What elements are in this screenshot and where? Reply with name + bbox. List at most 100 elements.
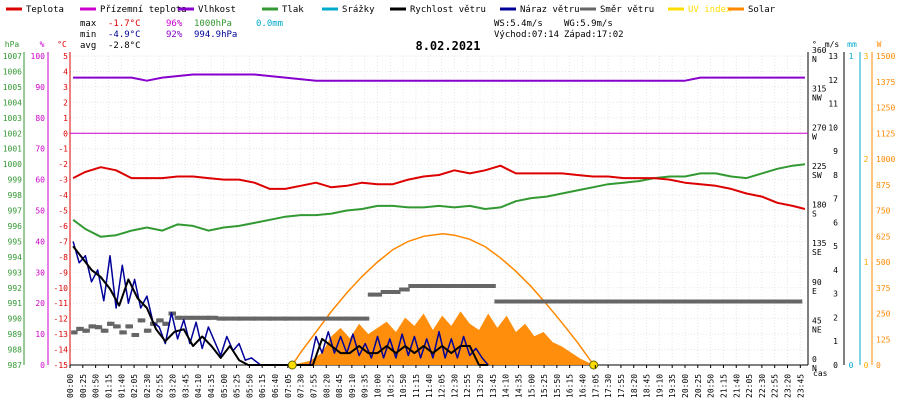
x-tick-label-4: 01:40 <box>117 374 126 398</box>
wind-dir-point <box>399 287 404 292</box>
wind-dir-point <box>267 316 272 321</box>
wind-dir-point <box>552 299 557 304</box>
wind-dir-point <box>260 316 265 321</box>
legend-label-3: Vlhkost <box>198 5 236 15</box>
wind-dir-point <box>120 330 125 335</box>
wind-dir-point <box>539 299 544 304</box>
wind-dir-point <box>442 284 447 288</box>
x-tick-label-54: 22:30 <box>758 374 767 398</box>
axis-w-tick-0: 0 <box>876 361 881 370</box>
wind-dir-point <box>721 299 726 304</box>
axis-dir-tick-4: 180 <box>812 201 827 210</box>
wind-dir-point <box>434 284 439 288</box>
x-tick-label-53: 22:05 <box>745 374 754 398</box>
axis-pct-tick-6: 60 <box>35 176 45 185</box>
axis-hpa-tick-14: 1001 <box>3 145 22 154</box>
wind-dir-point <box>244 316 249 321</box>
wind-dir-point <box>431 284 436 288</box>
axis-hpa-tick-11: 998 <box>8 191 23 200</box>
series-humidity-line <box>73 73 805 82</box>
legend-label-4: Tlak <box>282 5 304 15</box>
axis-w-tick-4: 500 <box>876 258 891 267</box>
stats-min-press: 994.9hPa <box>194 30 237 40</box>
wind-dir-point <box>765 299 769 304</box>
axis-uv-tick-0: 0 <box>864 361 869 370</box>
wind-dir-point <box>752 299 757 304</box>
x-tick-label-38: 15:50 <box>553 374 562 398</box>
wind-dir-point <box>320 316 325 321</box>
axis-dir-tick-7: 315 <box>812 85 827 94</box>
axis-pct-tick-0: 0 <box>40 361 45 370</box>
wind-dir-point <box>415 284 419 288</box>
wind-dir-point <box>634 299 639 304</box>
wind-dir-point <box>393 290 398 294</box>
axis-hpa-tick-2: 989 <box>8 330 23 339</box>
axis-ms-tick-6: 6 <box>833 218 838 227</box>
wind-dir-point <box>570 299 575 304</box>
wind-dir-point <box>470 284 475 288</box>
wind-dir-point <box>444 284 449 288</box>
axis-uv-tick-1: 1 <box>864 258 869 267</box>
wind-dir-point <box>618 299 623 304</box>
wind-dir-point <box>583 299 588 304</box>
axis-w-tick-2: 250 <box>876 310 891 319</box>
x-tick-label-18: 07:30 <box>297 374 306 398</box>
wind-dir-point <box>611 299 616 304</box>
axis-dir-compass-2: E <box>812 287 817 296</box>
wind-dir-point <box>762 299 767 304</box>
axis-temp-tick-4: -11 <box>54 299 69 308</box>
x-tick-label-28: 11:40 <box>425 374 434 398</box>
wind-dir-point <box>652 299 657 304</box>
axis-temp-tick-17: 2 <box>63 98 68 107</box>
wind-dir-point <box>163 321 168 326</box>
wind-dir-point <box>98 325 103 330</box>
axis-temp-tick-3: -12 <box>54 315 69 324</box>
wind-dir-point <box>183 315 188 320</box>
stats-max-hum: 96% <box>166 19 183 29</box>
axis-uv-tick-2: 2 <box>864 155 869 164</box>
wind-dir-point <box>613 299 618 304</box>
wind-dir-point <box>226 316 231 321</box>
wind-dir-point <box>785 299 790 304</box>
axis-hpa-tick-20: 1007 <box>3 52 22 61</box>
wind-dir-point <box>104 328 109 333</box>
axis-pct-tick-9: 90 <box>35 83 45 92</box>
axis-hpa-tick-7: 994 <box>8 253 23 262</box>
wind-dir-point <box>521 299 526 304</box>
axis-w-tick-9: 1125 <box>876 129 895 138</box>
wind-dir-point <box>262 316 267 321</box>
wind-dir-point <box>372 292 377 297</box>
axis-temp-tick-10: -5 <box>58 207 68 216</box>
legend-label-5: Srážky <box>342 5 375 15</box>
wind-dir-point <box>508 299 513 304</box>
wind-dir-point <box>239 316 244 321</box>
wind-dir-point <box>662 299 667 304</box>
wind-dir-point <box>265 316 270 321</box>
wind-dir-point <box>79 326 84 331</box>
wind-dir-point <box>603 299 608 304</box>
x-tick-label-47: 19:35 <box>668 374 677 398</box>
wind-dir-point <box>711 299 716 304</box>
stats-block: max -1.7°C 96% 1000hPa 0.0mm min -4.9°C 92% 994.… <box>80 19 624 51</box>
wind-dir-point <box>449 284 454 288</box>
wind-dir-point <box>278 316 283 321</box>
wind-dir-point <box>642 299 646 304</box>
legend-label-7: Náraz větru <box>520 5 580 15</box>
wind-dir-point <box>654 299 659 304</box>
wind-dir-point <box>580 299 585 304</box>
wind-dir-point <box>157 318 162 323</box>
axis-hpa-tick-3: 990 <box>8 315 23 324</box>
axis-temp-tick-16: 1 <box>63 114 68 123</box>
wind-dir-point <box>572 299 577 304</box>
wind-dir-point <box>621 299 626 304</box>
x-axis-unit: čas <box>813 368 828 378</box>
axis-mm-tick-1: 1 <box>849 52 854 61</box>
axes: 9879889899909919929939949959969979989991… <box>3 40 896 373</box>
axis-w-tick-10: 1250 <box>876 104 895 113</box>
x-tick-label-6: 02:30 <box>143 374 152 398</box>
axis-pct-tick-10: 100 <box>31 52 46 61</box>
axis-w-tick-7: 875 <box>876 181 891 190</box>
stats-min-hum: 92% <box>166 30 183 40</box>
x-tick-label-1: 00:25 <box>79 374 88 398</box>
series-temperature-line <box>72 164 806 210</box>
